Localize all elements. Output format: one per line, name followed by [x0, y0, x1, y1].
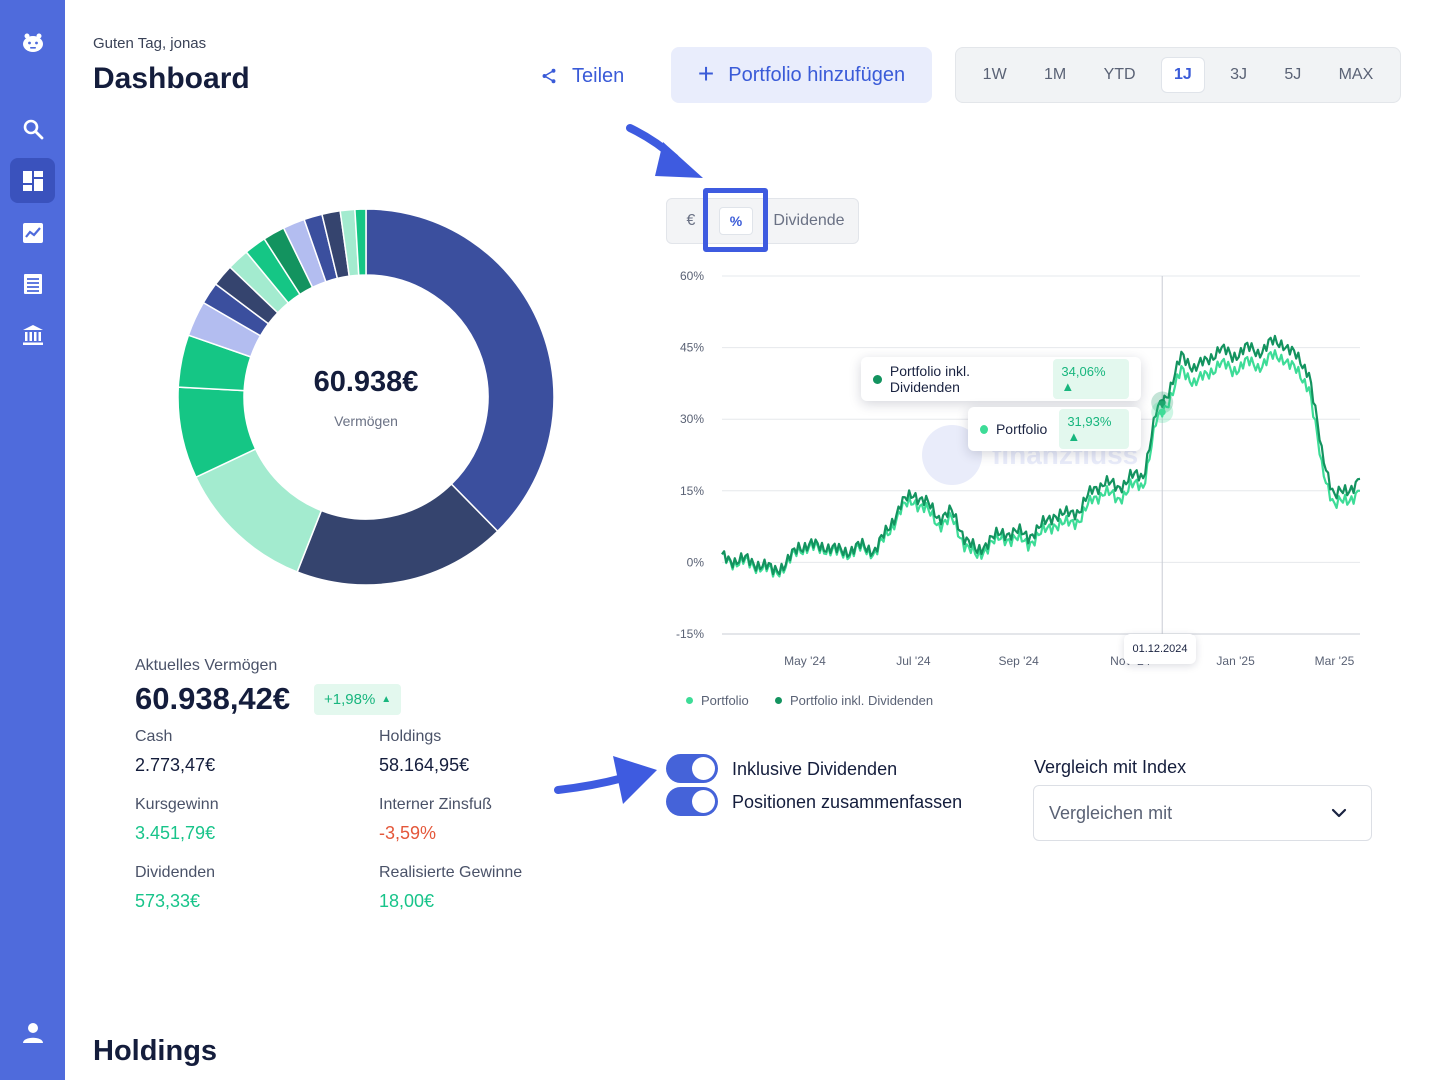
range-max[interactable]: MAX: [1338, 66, 1374, 83]
donut-center-label: Vermögen: [334, 412, 398, 429]
toggle-knob: [692, 790, 715, 813]
chevron-down-icon: [1331, 808, 1347, 818]
realized-label: Realisierte Gewinne: [379, 864, 523, 881]
compare-index-label: Vergleich mit Index: [1034, 757, 1187, 777]
dividends-label: Dividenden: [135, 864, 216, 881]
cash-value: 2.773,47€: [135, 755, 216, 775]
share-button[interactable]: Teilen: [540, 57, 624, 95]
donut-center-value: 60.938€: [313, 365, 419, 398]
x-tick-label: Sep '24: [999, 654, 1040, 668]
tooltip-value: 34,06% ▲: [1053, 359, 1129, 399]
tooltip-portfolio: Portfolio 31,93% ▲: [968, 407, 1141, 451]
greeting: Guten Tag, jonas: [93, 35, 207, 52]
donut-slice-15[interactable]: [354, 208, 367, 277]
y-tick-label: 45%: [680, 341, 704, 355]
share-label: Teilen: [572, 64, 625, 87]
legend-label: Portfolio inkl. Dividenden: [790, 693, 934, 708]
dashboard-icon[interactable]: [10, 158, 55, 203]
legend-item-portfolio[interactable]: Portfolio: [686, 693, 749, 708]
y-tick-label: 60%: [680, 269, 704, 283]
range-5j[interactable]: 5J: [1284, 66, 1302, 83]
irr-label: Interner Zinsfuß: [379, 796, 492, 813]
donut-center: 60.938€ Vermögen: [176, 207, 556, 587]
series-line-1: [721, 334, 1361, 576]
x-tick-label: Mar '25: [1315, 654, 1355, 668]
mode-percent-button[interactable]: %: [719, 207, 753, 235]
y-tick-label: 30%: [680, 412, 704, 426]
range-1j[interactable]: 1J: [1160, 57, 1205, 93]
chart-mode-selector: € % Dividende: [666, 198, 859, 244]
cash-label: Cash: [135, 728, 173, 745]
x-tick-label: Jul '24: [896, 654, 931, 668]
triangle-up-icon: ▲: [381, 694, 392, 705]
change-badge: +1,98% ▲: [314, 684, 402, 715]
donut-slice-0[interactable]: [365, 208, 555, 533]
time-range-selector: 1W 1M YTD 1J 3J 5J MAX: [955, 47, 1401, 103]
add-portfolio-label: Portfolio hinzufügen: [728, 63, 906, 86]
range-1w[interactable]: 1W: [982, 66, 1007, 83]
mode-dividend-button[interactable]: Dividende: [773, 212, 845, 229]
holdings-label: Holdings: [379, 728, 442, 745]
arrow-annotation-icon: [554, 756, 657, 804]
legend-dot: [873, 374, 882, 384]
arrow-annotation-icon: [626, 124, 703, 178]
allocation-donut-chart: [177, 208, 555, 586]
hover-marker: [1158, 398, 1166, 406]
current-wealth-value: 60.938,42€: [135, 681, 291, 716]
compare-index-placeholder: Vergleichen mit: [1049, 802, 1173, 823]
legend-label: Portfolio: [701, 693, 749, 708]
change-value: +1,98%: [324, 691, 376, 708]
add-portfolio-button[interactable]: + Portfolio hinzufügen: [671, 47, 932, 103]
performance-line-chart[interactable]: 60%45%30%15%0%-15%May '24 Jul '24 Sep '24 N…: [660, 255, 1380, 685]
logo-icon[interactable]: [10, 20, 55, 65]
list-icon[interactable]: [10, 261, 55, 306]
legend-dot: [980, 424, 988, 434]
merge-positions-toggle[interactable]: [666, 787, 718, 816]
gain-value: 3.451,79€: [135, 823, 216, 843]
bank-icon[interactable]: [10, 312, 55, 357]
tooltip-series-name: Portfolio: [995, 421, 1048, 437]
tooltip-series-name: Portfolio inkl. Dividenden: [889, 363, 971, 395]
y-tick-label: -15%: [676, 627, 704, 641]
merge-positions-toggle-label: Positionen zusammenfassen: [732, 792, 963, 812]
gain-label: Kursgewinn: [135, 796, 219, 813]
dividends-value: 573,33€: [135, 891, 201, 911]
range-3j[interactable]: 3J: [1230, 66, 1247, 83]
irr-value: -3,59%: [379, 823, 437, 843]
search-icon[interactable]: [10, 106, 55, 151]
holdings-value: 58.164,95€: [379, 755, 470, 775]
tooltip-date: 01.12.2024: [1124, 634, 1196, 664]
legend-item-portfolio-div[interactable]: Portfolio inkl. Dividenden: [775, 693, 933, 708]
sidebar: [0, 0, 65, 1080]
dividends-toggle-label: Inklusive Dividenden: [732, 759, 898, 779]
chart-icon[interactable]: [10, 210, 55, 255]
tooltip-value: 31,93% ▲: [1059, 409, 1129, 449]
holdings-section-title: Holdings: [93, 1035, 218, 1067]
mode-euro-button[interactable]: €: [686, 212, 696, 229]
current-wealth-label: Aktuelles Vermögen: [135, 657, 278, 674]
range-ytd[interactable]: YTD: [1103, 66, 1136, 83]
legend-dot: [686, 697, 693, 704]
realized-value: 18,00€: [379, 891, 435, 911]
range-1m[interactable]: 1M: [1044, 66, 1067, 83]
y-tick-label: 0%: [687, 555, 705, 569]
user-icon[interactable]: [10, 1010, 55, 1055]
share-icon: [542, 68, 556, 84]
legend-dot: [775, 697, 782, 704]
plus-icon: +: [697, 57, 715, 89]
page-title: Dashboard: [93, 62, 250, 95]
hover-marker: [1158, 408, 1166, 416]
x-tick-label: May '24: [784, 654, 826, 668]
x-tick-label: Jan '25: [1216, 654, 1255, 668]
compare-index-select[interactable]: Vergleichen mit: [1033, 785, 1372, 841]
tooltip-portfolio-div: Portfolio inkl. Dividenden 34,06% ▲: [861, 357, 1141, 401]
toggle-knob: [692, 757, 715, 780]
dividends-toggle[interactable]: [666, 754, 718, 783]
y-tick-label: 15%: [680, 484, 704, 498]
